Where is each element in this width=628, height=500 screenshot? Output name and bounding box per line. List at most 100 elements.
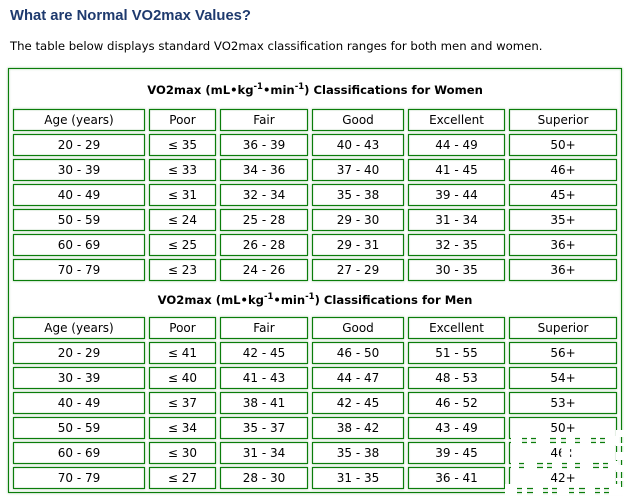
table-cell: 50+ [509,417,618,439]
column-header-fair: Fair [220,109,308,131]
table-cell: 36 - 41 [408,467,505,489]
table-cell: 54+ [509,367,618,389]
women-table-row: 50 - 59 ≤ 24 25 - 28 29 - 30 31 - 34 35+ [13,209,618,231]
caption-text: VO2max (mL•kg [157,292,264,307]
table-cell: 60 - 69 [13,234,145,256]
table-cell: 44 - 49 [408,134,505,156]
table-cell: 38 - 41 [220,392,308,414]
caption-superscript: -1 [294,81,305,92]
table-cell: ≤ 31 [149,184,216,206]
table-cell: 50 - 59 [13,417,145,439]
table-cell: 30 - 39 [13,159,145,181]
table-cell: ≤ 34 [149,417,216,439]
table-cell: 42 - 45 [312,392,404,414]
column-header-age: Age (years) [13,317,145,339]
men-table-row: 50 - 59 ≤ 34 35 - 37 38 - 42 43 - 49 50+ [13,417,618,439]
table-cell: 36+ [509,259,618,281]
men-table-row: 40 - 49 ≤ 37 38 - 41 42 - 45 46 - 52 53+ [13,392,618,414]
table-cell: 46+ [509,442,618,464]
table-cell: 27 - 29 [312,259,404,281]
table-cell: 60 - 69 [13,442,145,464]
table-cell: 31 - 34 [408,209,505,231]
caption-text: •min [262,82,295,97]
caption-superscript: -1 [305,291,315,302]
men-table-row: 20 - 29 ≤ 41 42 - 45 46 - 50 51 - 55 56+ [13,342,618,364]
men-table-row: 60 - 69 ≤ 30 31 - 34 35 - 38 39 - 45 46+ [13,442,618,464]
table-cell: 37 - 40 [312,159,404,181]
table-cell: 46+ [509,159,618,181]
table-cell: 46 - 52 [408,392,505,414]
table-cell: 29 - 30 [312,209,404,231]
table-cell: 35 - 38 [312,442,404,464]
column-header-poor: Poor [149,109,216,131]
vo2max-classification-table: VO2max (mL•kg-1•min-1) Classifications f… [8,68,623,493]
table-cell: 20 - 29 [13,134,145,156]
table-cell: ≤ 37 [149,392,216,414]
women-table-row: 60 - 69 ≤ 25 26 - 28 29 - 31 32 - 35 36+ [13,234,618,256]
table-cell: 40 - 49 [13,392,145,414]
table-cell: 51 - 55 [408,342,505,364]
table-cell: 46 - 50 [312,342,404,364]
column-header-good: Good [312,109,404,131]
caption-text: •min [273,292,306,307]
caption-text: ) Classifications for Women [304,82,483,97]
table-cell: 53+ [509,392,618,414]
column-header-excellent: Excellent [408,317,505,339]
table-cell: 41 - 43 [220,367,308,389]
table-cell: 38 - 42 [312,417,404,439]
caption-text: ) Classifications for Men [314,292,473,307]
table-cell: 35+ [509,209,618,231]
caption-superscript: -1 [253,81,263,92]
table-cell: 24 - 26 [220,259,308,281]
table-cell: 40 - 43 [312,134,404,156]
men-table-row: 70 - 79 ≤ 27 28 - 30 31 - 35 36 - 41 42+ [13,467,618,489]
men-section-caption: VO2max (mL•kg-1•min-1) Classifications f… [13,284,618,314]
section-caption-row: VO2max (mL•kg-1•min-1) Classifications f… [13,284,618,314]
men-table-row: 30 - 39 ≤ 40 41 - 43 44 - 47 48 - 53 54+ [13,367,618,389]
women-table-row: 40 - 49 ≤ 31 32 - 34 35 - 38 39 - 44 45+ [13,184,618,206]
women-table-row: 70 - 79 ≤ 23 24 - 26 27 - 29 30 - 35 36+ [13,259,618,281]
table-cell: 32 - 35 [408,234,505,256]
table-cell: 43 - 49 [408,417,505,439]
table-cell: ≤ 24 [149,209,216,231]
table-cell: 34 - 36 [220,159,308,181]
page-title: What are Normal VO2max Values? [10,7,251,24]
column-header-age: Age (years) [13,109,145,131]
women-section-caption: VO2max (mL•kg-1•min-1) Classifications f… [13,72,618,106]
column-header-fair: Fair [220,317,308,339]
table-cell: 20 - 29 [13,342,145,364]
intro-paragraph: The table below displays standard VO2max… [10,39,543,53]
table-cell: 42+ [509,467,618,489]
table-cell: 56+ [509,342,618,364]
table-cell: 26 - 28 [220,234,308,256]
column-header-good: Good [312,317,404,339]
table-cell: ≤ 27 [149,467,216,489]
table-cell: ≤ 23 [149,259,216,281]
table-cell: 70 - 79 [13,259,145,281]
table-cell: ≤ 30 [149,442,216,464]
table-cell: 45+ [509,184,618,206]
table-cell: ≤ 35 [149,134,216,156]
men-column-header-row: Age (years) Poor Fair Good Excellent Sup… [13,317,618,339]
table-cell: 31 - 35 [312,467,404,489]
table-cell: 70 - 79 [13,467,145,489]
table-cell: 31 - 34 [220,442,308,464]
table-cell: 39 - 45 [408,442,505,464]
table-cell: 28 - 30 [220,467,308,489]
caption-text: VO2max (mL•kg [147,82,254,97]
table-cell: 44 - 47 [312,367,404,389]
table-cell: 36+ [509,234,618,256]
table-cell: ≤ 33 [149,159,216,181]
table-cell: 30 - 35 [408,259,505,281]
table-cell: 42 - 45 [220,342,308,364]
table-cell: 50 - 59 [13,209,145,231]
table-cell: 30 - 39 [13,367,145,389]
women-table-row: 20 - 29 ≤ 35 36 - 39 40 - 43 44 - 49 50+ [13,134,618,156]
table-cell: 40 - 49 [13,184,145,206]
table-cell: 32 - 34 [220,184,308,206]
table-cell: 35 - 37 [220,417,308,439]
table-cell: 36 - 39 [220,134,308,156]
table-cell: ≤ 25 [149,234,216,256]
table-cell: 35 - 38 [312,184,404,206]
